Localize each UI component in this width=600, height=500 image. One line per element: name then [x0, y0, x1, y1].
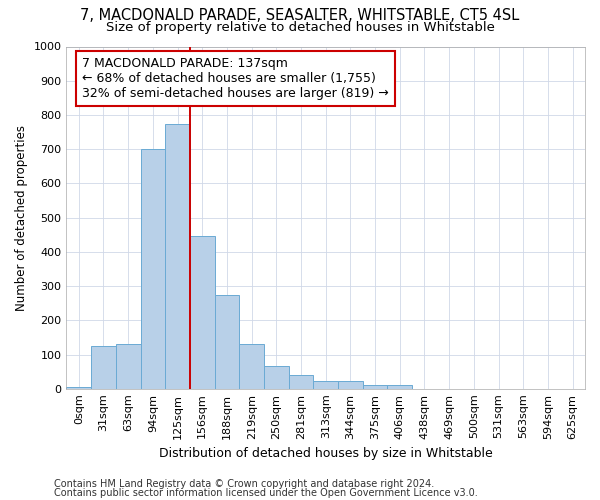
Bar — [67, 387, 91, 389]
Text: 7, MACDONALD PARADE, SEASALTER, WHITSTABLE, CT5 4SL: 7, MACDONALD PARADE, SEASALTER, WHITSTAB… — [80, 8, 520, 22]
Bar — [264, 366, 289, 389]
Bar — [91, 346, 116, 389]
X-axis label: Distribution of detached houses by size in Whitstable: Distribution of detached houses by size … — [159, 447, 493, 460]
Bar — [289, 375, 313, 389]
Bar — [165, 124, 190, 389]
Bar — [388, 386, 412, 389]
Text: Contains HM Land Registry data © Crown copyright and database right 2024.: Contains HM Land Registry data © Crown c… — [54, 479, 434, 489]
Bar — [363, 386, 388, 389]
Bar — [239, 344, 264, 389]
Bar — [190, 236, 215, 389]
Bar — [313, 382, 338, 389]
Bar — [140, 149, 165, 389]
Text: Size of property relative to detached houses in Whitstable: Size of property relative to detached ho… — [106, 21, 494, 34]
Bar — [116, 344, 140, 389]
Bar — [338, 382, 363, 389]
Y-axis label: Number of detached properties: Number of detached properties — [15, 124, 28, 310]
Text: 7 MACDONALD PARADE: 137sqm
← 68% of detached houses are smaller (1,755)
32% of s: 7 MACDONALD PARADE: 137sqm ← 68% of deta… — [82, 57, 389, 100]
Text: Contains public sector information licensed under the Open Government Licence v3: Contains public sector information licen… — [54, 488, 478, 498]
Bar — [215, 294, 239, 389]
